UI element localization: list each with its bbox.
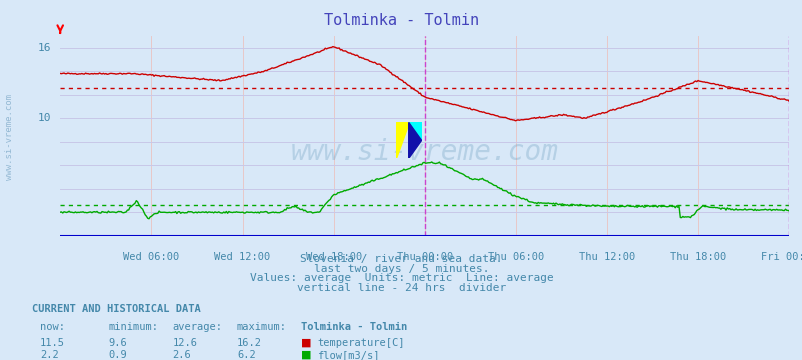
Text: 16: 16 (38, 43, 51, 53)
Text: 12.6: 12.6 (172, 338, 197, 348)
Text: 11.5: 11.5 (40, 338, 65, 348)
Text: average:: average: (172, 322, 222, 332)
Text: www.si-vreme.com: www.si-vreme.com (290, 138, 558, 166)
Text: vertical line - 24 hrs  divider: vertical line - 24 hrs divider (297, 283, 505, 293)
Text: Thu 00:00: Thu 00:00 (396, 252, 452, 262)
Text: Fri 00:00: Fri 00:00 (760, 252, 802, 262)
Text: Tolminka - Tolmin: Tolminka - Tolmin (301, 322, 407, 332)
Text: Wed 12:00: Wed 12:00 (214, 252, 270, 262)
Text: last two days / 5 minutes.: last two days / 5 minutes. (314, 264, 488, 274)
Text: maximum:: maximum: (237, 322, 286, 332)
Polygon shape (408, 122, 421, 140)
Text: Thu 18:00: Thu 18:00 (669, 252, 726, 262)
Text: flow[m3/s]: flow[m3/s] (317, 350, 379, 360)
Text: ■: ■ (301, 350, 311, 360)
Text: now:: now: (40, 322, 65, 332)
Text: Thu 12:00: Thu 12:00 (578, 252, 634, 262)
Polygon shape (395, 122, 408, 158)
Text: Wed 06:00: Wed 06:00 (123, 252, 180, 262)
Text: 10: 10 (38, 113, 51, 123)
Text: www.si-vreme.com: www.si-vreme.com (5, 94, 14, 180)
Text: Slovenia / river and sea data.: Slovenia / river and sea data. (300, 254, 502, 264)
Text: Tolminka - Tolmin: Tolminka - Tolmin (323, 13, 479, 28)
Text: Thu 06:00: Thu 06:00 (487, 252, 544, 262)
Text: 6.2: 6.2 (237, 350, 255, 360)
Text: 2.6: 2.6 (172, 350, 191, 360)
Text: 2.2: 2.2 (40, 350, 59, 360)
Text: 9.6: 9.6 (108, 338, 127, 348)
Text: Values: average  Units: metric  Line: average: Values: average Units: metric Line: aver… (249, 273, 553, 283)
Text: temperature[C]: temperature[C] (317, 338, 404, 348)
Polygon shape (408, 122, 421, 158)
Text: 0.9: 0.9 (108, 350, 127, 360)
Text: 16.2: 16.2 (237, 338, 261, 348)
Text: minimum:: minimum: (108, 322, 158, 332)
Text: Wed 18:00: Wed 18:00 (305, 252, 362, 262)
Text: CURRENT AND HISTORICAL DATA: CURRENT AND HISTORICAL DATA (32, 304, 200, 314)
Text: ■: ■ (301, 338, 311, 348)
